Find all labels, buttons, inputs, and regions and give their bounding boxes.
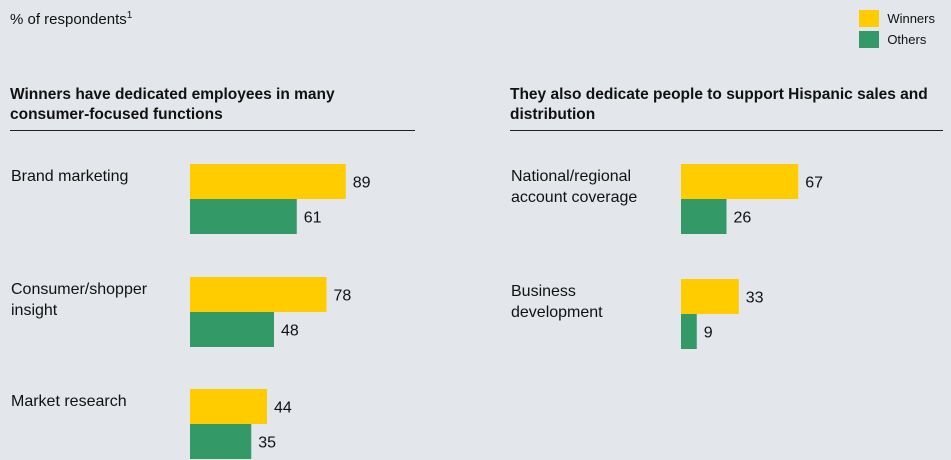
value-label-others-business-development: 9 xyxy=(704,325,713,342)
legend-swatch-winners xyxy=(859,9,880,27)
value-label-others-national-regional-account-coverage: 26 xyxy=(734,210,752,227)
value-label-others-brand-marketing: 61 xyxy=(304,210,322,227)
bar-winners-business-development xyxy=(681,279,739,314)
value-label-winners-market-research: 44 xyxy=(274,400,292,417)
bar-others-national-regional-account-coverage xyxy=(681,199,727,234)
legend-swatch-others xyxy=(859,30,880,48)
category-label-national-regional-account-coverage: National/regional account coverage xyxy=(511,168,637,206)
legend-label-others: Others xyxy=(887,31,927,47)
bar-winners-national-regional-account-coverage xyxy=(681,164,799,199)
category-label-business-development: Business development xyxy=(511,283,603,321)
bar-others-brand-marketing xyxy=(190,199,297,234)
legend-label-winners: Winners xyxy=(887,10,935,26)
panel-title: They also dedicate people to support His… xyxy=(510,85,943,131)
chart-panel-sales-distribution: They also dedicate people to support His… xyxy=(510,85,943,131)
category-label-market-research: Market research xyxy=(11,393,127,410)
bar-others-market-research xyxy=(190,424,252,459)
footnote-marker: 1 xyxy=(126,10,133,21)
legend-item-others: Others xyxy=(859,29,935,49)
value-label-others-market-research: 35 xyxy=(258,435,276,452)
unit-label: % of respondents1 xyxy=(10,10,133,28)
bar-winners-consumer-shopper-insight xyxy=(190,277,327,312)
chart-panel-consumer-functions: Winners have dedicated employees in many… xyxy=(10,85,415,131)
value-label-winners-brand-marketing: 89 xyxy=(353,175,371,192)
legend-item-winners: Winners xyxy=(859,8,935,28)
bar-others-consumer-shopper-insight xyxy=(190,312,274,347)
category-label-consumer-shopper-insight: Consumer/shopper insight xyxy=(11,281,148,319)
value-label-winners-consumer-shopper-insight: 78 xyxy=(334,288,352,305)
bar-winners-market-research xyxy=(190,389,267,424)
bar-others-business-development xyxy=(681,314,697,349)
value-label-winners-business-development: 33 xyxy=(746,290,764,307)
panel-title: Winners have dedicated employees in many… xyxy=(10,85,415,131)
legend: Winners Others xyxy=(859,8,935,50)
category-label-brand-marketing: Brand marketing xyxy=(11,168,128,185)
bar-winners-brand-marketing xyxy=(190,164,346,199)
value-label-others-consumer-shopper-insight: 48 xyxy=(281,323,299,340)
value-label-winners-national-regional-account-coverage: 67 xyxy=(805,175,823,192)
